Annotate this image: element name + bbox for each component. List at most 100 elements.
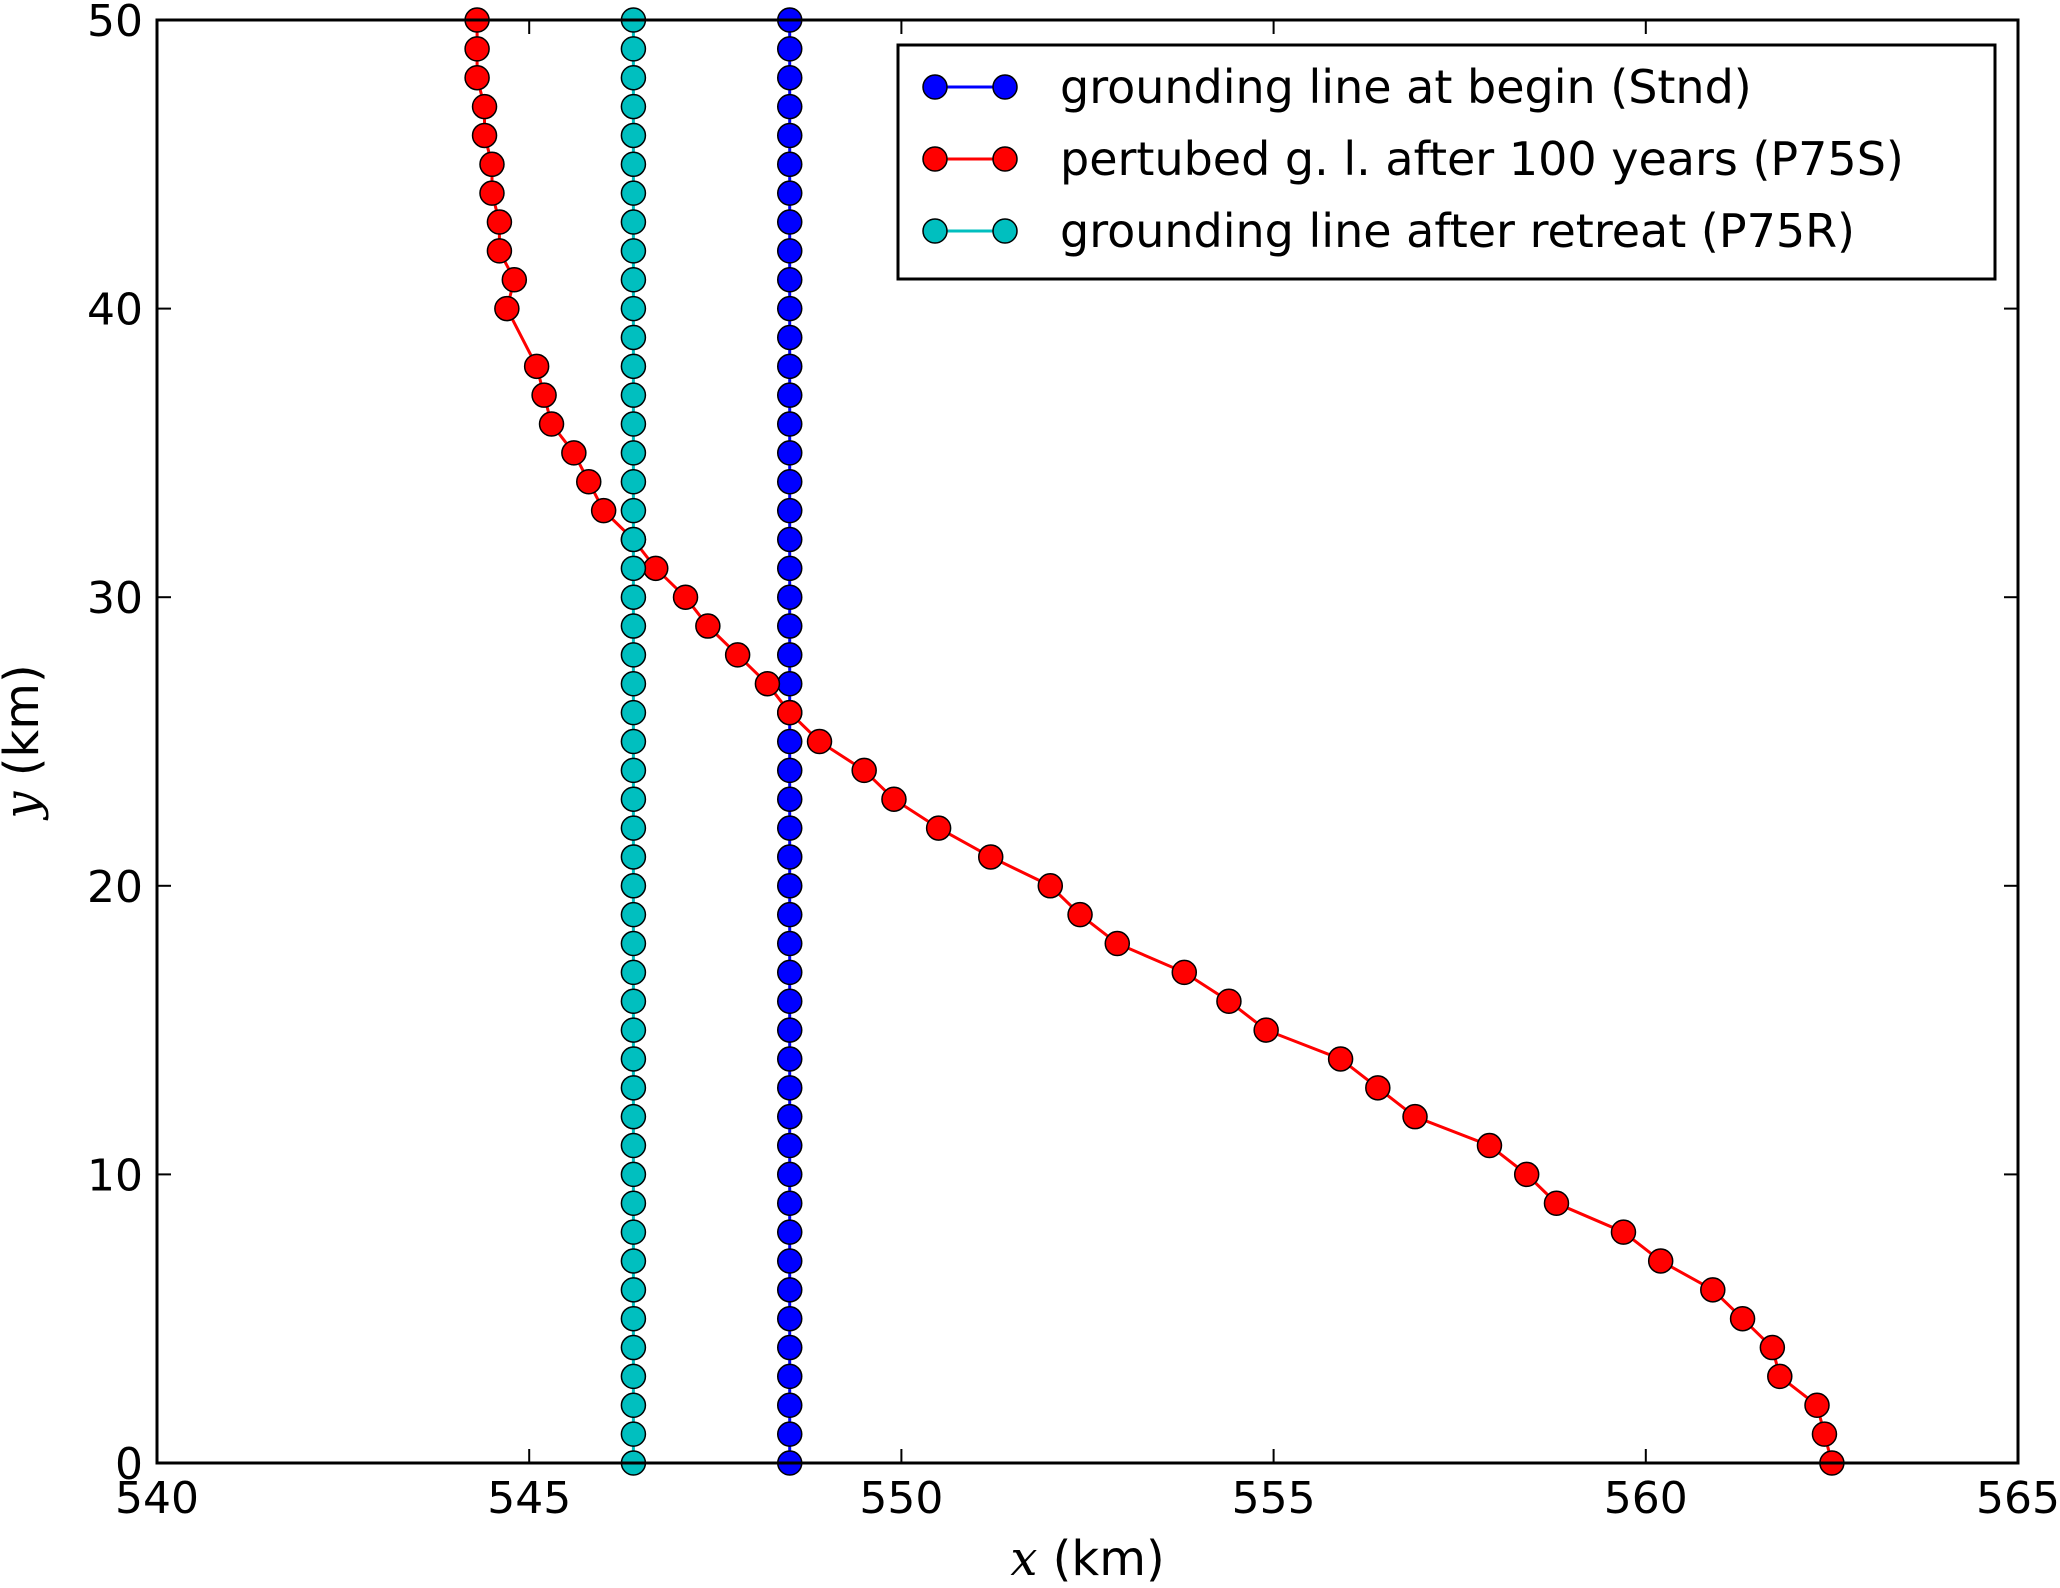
x-tick-label: 540 bbox=[115, 1473, 199, 1524]
legend-entry: pertubed g. l. after 100 years (P75S) bbox=[922, 132, 1904, 186]
data-point bbox=[1104, 930, 1131, 957]
data-point bbox=[561, 440, 587, 466]
data-point bbox=[881, 786, 907, 812]
data-point bbox=[776, 497, 803, 524]
data-point bbox=[620, 584, 647, 610]
data-point bbox=[776, 266, 803, 293]
data-point bbox=[776, 873, 803, 899]
x-tick-label: 545 bbox=[487, 1473, 571, 1524]
data-point bbox=[776, 1421, 803, 1447]
data-point bbox=[620, 555, 647, 582]
data-point bbox=[620, 180, 647, 206]
data-point bbox=[620, 36, 647, 62]
data-point bbox=[620, 1277, 647, 1303]
data-point bbox=[523, 353, 550, 380]
data-point bbox=[1759, 1334, 1786, 1361]
data-point bbox=[776, 324, 803, 351]
data-point bbox=[1513, 1161, 1540, 1188]
data-point bbox=[776, 1305, 803, 1332]
data-point bbox=[672, 584, 699, 610]
data-point bbox=[620, 959, 647, 986]
data-point bbox=[620, 786, 647, 812]
data-point bbox=[620, 873, 647, 899]
data-point bbox=[1327, 1046, 1354, 1072]
x-tick-label: 560 bbox=[1604, 1473, 1688, 1524]
data-point bbox=[776, 757, 803, 784]
data-point bbox=[776, 930, 803, 957]
data-point bbox=[776, 180, 803, 206]
legend-marker bbox=[922, 74, 948, 100]
data-point bbox=[776, 151, 803, 178]
data-point bbox=[464, 64, 490, 91]
data-point bbox=[531, 382, 557, 408]
data-point bbox=[1804, 1392, 1830, 1419]
data-point bbox=[620, 988, 647, 1014]
data-point bbox=[471, 93, 498, 120]
data-point bbox=[776, 1075, 803, 1101]
y-tick-label: 40 bbox=[87, 285, 143, 336]
data-point bbox=[1767, 1363, 1793, 1390]
data-point bbox=[620, 209, 647, 235]
series-3 bbox=[620, 7, 647, 1476]
data-point bbox=[754, 671, 781, 697]
series-layer bbox=[464, 7, 1845, 1476]
data-point bbox=[977, 844, 1004, 870]
data-point bbox=[851, 757, 877, 784]
y-axis-label: y (km) bbox=[0, 664, 50, 820]
data-point bbox=[620, 1421, 647, 1447]
data-point bbox=[776, 1248, 803, 1274]
data-point bbox=[776, 1017, 803, 1043]
data-point bbox=[776, 786, 803, 812]
data-point bbox=[1543, 1190, 1570, 1217]
data-point bbox=[776, 1334, 803, 1361]
data-point bbox=[776, 1277, 803, 1303]
data-point bbox=[620, 1046, 647, 1072]
data-point bbox=[776, 901, 803, 928]
data-point bbox=[590, 497, 617, 524]
data-point bbox=[620, 238, 647, 264]
data-point bbox=[1037, 873, 1064, 899]
data-point bbox=[471, 122, 498, 149]
data-point bbox=[479, 180, 505, 206]
legend-box bbox=[896, 43, 1997, 281]
data-point bbox=[620, 353, 647, 380]
tick-labels-layer: 540 545 550 555 560 565 0 10 20 30 40 50 bbox=[87, 0, 2060, 1524]
x-axis-label: x (km) bbox=[1010, 1531, 1164, 1587]
data-point bbox=[620, 1017, 647, 1043]
data-point bbox=[776, 238, 803, 264]
data-point bbox=[695, 613, 721, 639]
legend-label: grounding line after retreat (P75R) bbox=[1060, 204, 1855, 258]
data-point bbox=[776, 64, 803, 91]
data-point bbox=[1171, 959, 1198, 986]
y-axis-unit: (km) bbox=[0, 664, 50, 791]
data-point bbox=[776, 988, 803, 1014]
data-point bbox=[1402, 1103, 1428, 1130]
data-point bbox=[620, 295, 647, 322]
x-tick-label: 555 bbox=[1232, 1473, 1316, 1524]
y-tick-label: 30 bbox=[87, 573, 143, 624]
data-point bbox=[776, 353, 803, 380]
data-point bbox=[486, 238, 513, 264]
y-tick-label: 20 bbox=[87, 862, 143, 913]
data-point bbox=[620, 1103, 647, 1130]
x-tick-label: 550 bbox=[859, 1473, 943, 1524]
data-point bbox=[1811, 1421, 1838, 1447]
data-point bbox=[620, 440, 647, 466]
data-point bbox=[486, 209, 513, 235]
data-point bbox=[776, 613, 803, 639]
legend-marker bbox=[992, 218, 1018, 244]
legend-marker bbox=[992, 146, 1018, 172]
data-point bbox=[620, 671, 647, 697]
data-point bbox=[620, 930, 647, 957]
data-point bbox=[620, 1248, 647, 1274]
data-point bbox=[1729, 1305, 1756, 1332]
data-point bbox=[494, 295, 520, 322]
data-point bbox=[620, 324, 647, 351]
data-point bbox=[776, 36, 803, 62]
series-1 bbox=[776, 7, 803, 1476]
data-point bbox=[776, 959, 803, 986]
data-point bbox=[620, 1363, 647, 1390]
data-point bbox=[620, 815, 647, 841]
data-point bbox=[620, 469, 647, 495]
